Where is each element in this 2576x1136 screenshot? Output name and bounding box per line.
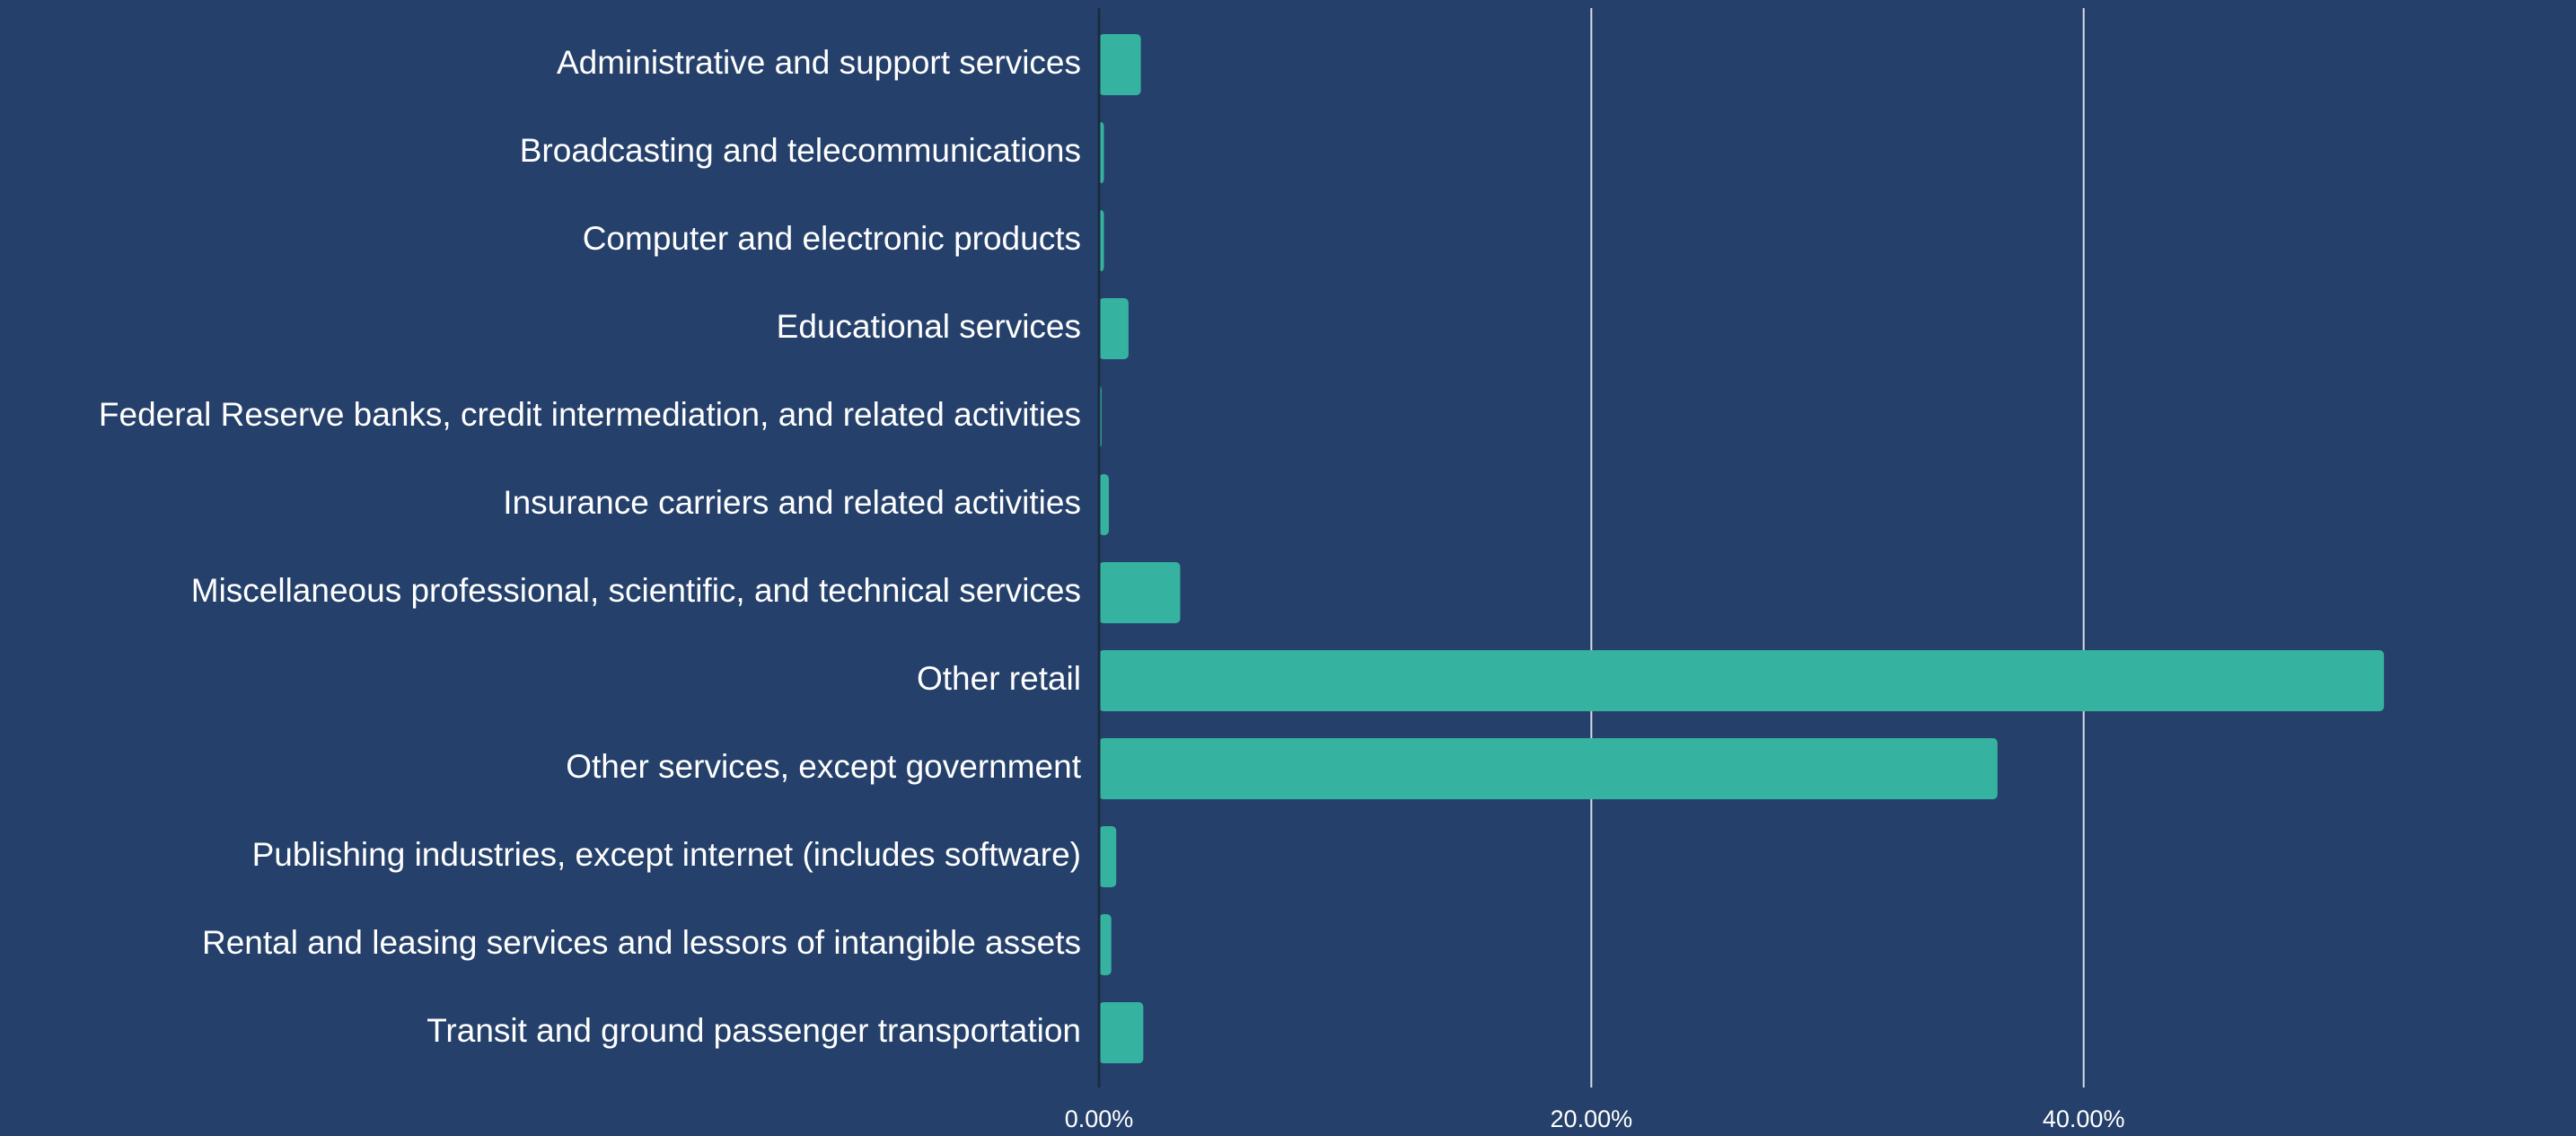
x-tick-label: 0.00% — [1065, 1105, 1134, 1132]
y-tick-label: Publishing industries, except internet (… — [252, 836, 1081, 873]
y-tick-label: Other services, except government — [566, 748, 1081, 785]
y-tick-label: Educational services — [777, 308, 1081, 345]
y-tick-label: Miscellaneous professional, scientific, … — [191, 572, 1081, 609]
y-tick-label: Administrative and support services — [557, 44, 1081, 81]
y-tick-label: Computer and electronic products — [583, 220, 1081, 257]
y-tick-label: Transit and ground passenger transportat… — [426, 1012, 1081, 1049]
x-tick-label: 20.00% — [1551, 1105, 1633, 1132]
y-tick-label: Insurance carriers and related activitie… — [503, 484, 1081, 521]
y-tick-label: Rental and leasing services and lessors … — [202, 924, 1081, 961]
bar — [1099, 562, 1181, 623]
bar — [1099, 738, 1998, 799]
y-tick-label: Other retail — [917, 660, 1081, 697]
bar — [1099, 826, 1117, 887]
bar — [1099, 298, 1129, 359]
bar — [1099, 650, 2385, 711]
bar — [1099, 1002, 1144, 1063]
bar — [1099, 34, 1141, 95]
y-tick-label: Federal Reserve banks, credit intermedia… — [99, 396, 1081, 433]
y-tick-label: Broadcasting and telecommunications — [520, 132, 1081, 169]
bar — [1099, 474, 1109, 535]
bar — [1099, 914, 1112, 975]
x-tick-label: 40.00% — [2043, 1105, 2125, 1132]
